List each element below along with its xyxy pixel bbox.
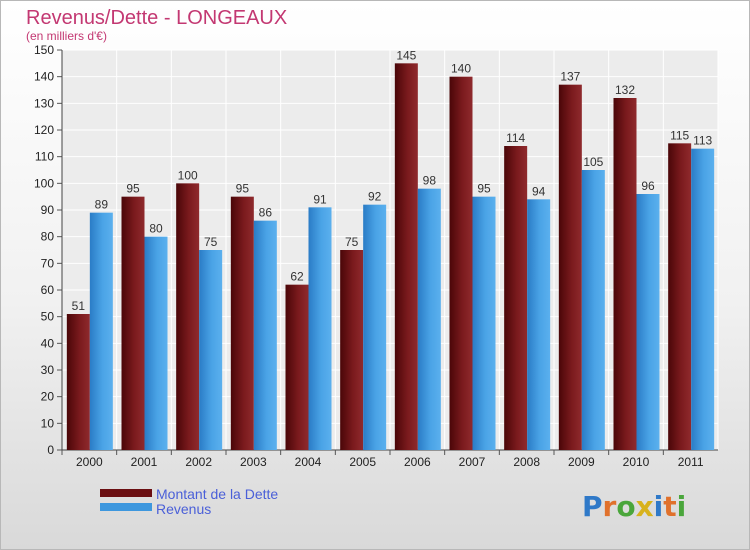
value-label-debt-2006: 145: [396, 48, 416, 62]
axes: 0 10 20 30 40 50 60 70 80 90 100 110 120 130 140 150 200…: [34, 43, 718, 469]
x-tick-label: 2007: [459, 455, 486, 469]
value-label-revenue-2011: 113: [693, 134, 712, 148]
bar-revenue-2000: [89, 212, 113, 450]
value-label-revenue-2003: 86: [259, 206, 273, 220]
bar-revenue-2002: [199, 250, 223, 450]
value-label-debt-2010: 132: [615, 83, 635, 97]
value-label-debt-2004: 62: [290, 270, 304, 284]
legend-swatch-revenue: [100, 503, 152, 511]
bar-revenue-2008: [527, 199, 551, 450]
bar-debt-2000: [66, 314, 90, 450]
x-tick-label: 2000: [76, 455, 103, 469]
y-tick-label: 150: [34, 43, 54, 57]
value-label-debt-2000: 51: [72, 299, 86, 313]
legend: Montant de la Dette Revenus: [100, 486, 278, 517]
bar-debt-2010: [613, 98, 637, 450]
x-tick-label: 2010: [623, 455, 650, 469]
bar-debt-2006: [394, 63, 418, 450]
bar-debt-2009: [558, 84, 582, 451]
bar-debt-2001: [121, 196, 145, 450]
bar-debt-2005: [340, 250, 364, 450]
bar-revenue-2001: [144, 236, 168, 450]
y-tick-label: 0: [47, 443, 54, 457]
x-tick-label: 2002: [185, 455, 212, 469]
bar-debt-2011: [668, 143, 692, 451]
x-tick-label: 2005: [349, 455, 376, 469]
value-label-revenue-2010: 96: [641, 179, 655, 193]
x-tick-label: 2003: [240, 455, 267, 469]
x-tick-label: 2008: [513, 455, 540, 469]
y-tick-label: 100: [34, 176, 54, 190]
bar-revenue-2004: [308, 207, 332, 450]
bar-debt-2003: [230, 196, 254, 450]
y-tick-label: 40: [41, 336, 55, 350]
y-tick-label: 140: [34, 70, 54, 84]
bar-debt-2008: [504, 146, 528, 450]
x-tick-label: 2006: [404, 455, 431, 469]
bar-revenue-2010: [636, 194, 660, 450]
logo-text: Proxiti: [582, 490, 686, 523]
legend-label-debt: Montant de la Dette: [156, 486, 278, 502]
y-tick-label: 20: [41, 390, 55, 404]
y-tick-label: 60: [41, 283, 55, 297]
value-label-debt-2001: 95: [126, 182, 140, 196]
y-tick-label: 10: [41, 416, 55, 430]
bar-debt-2002: [176, 183, 200, 451]
bars: [66, 63, 715, 451]
value-label-debt-2003: 95: [236, 182, 250, 196]
value-label-revenue-2000: 89: [95, 198, 109, 212]
y-tick-label: 30: [41, 363, 55, 377]
value-labels: 51 89 95 80 100 75 95 86 62 91 75 92 145 98 140 95 114 94…: [72, 48, 713, 313]
value-label-revenue-2005: 92: [368, 190, 382, 204]
bar-revenue-2006: [417, 188, 441, 450]
proxiti-logo: Proxiti: [582, 490, 686, 523]
value-label-debt-2007: 140: [451, 62, 471, 76]
value-label-debt-2002: 100: [178, 168, 198, 182]
bar-revenue-2003: [253, 220, 277, 450]
gridlines: [61, 49, 719, 451]
x-tick-label: 2009: [568, 455, 595, 469]
bar-revenue-2009: [581, 170, 605, 450]
y-tick-label: 80: [41, 230, 55, 244]
x-tick-label: 2011: [678, 455, 704, 469]
value-label-revenue-2009: 105: [583, 155, 603, 169]
value-label-revenue-2008: 94: [532, 184, 546, 198]
y-tick-label: 120: [34, 123, 54, 137]
chart-title: Revenus/Dette - LONGEAUX: [26, 7, 287, 29]
y-tick-label: 70: [41, 256, 55, 270]
bar-revenue-2011: [691, 148, 715, 450]
value-label-revenue-2004: 91: [313, 192, 327, 206]
value-label-debt-2009: 137: [560, 70, 580, 84]
y-tick-label: 130: [34, 96, 54, 110]
value-label-revenue-2007: 95: [477, 182, 491, 196]
value-label-revenue-2006: 98: [423, 174, 437, 188]
legend-label-revenue: Revenus: [156, 501, 211, 517]
y-tick-label: 90: [41, 203, 55, 217]
value-label-debt-2008: 114: [506, 131, 525, 145]
legend-swatch-debt: [100, 489, 152, 497]
bar-revenue-2005: [363, 204, 387, 450]
value-label-revenue-2001: 80: [149, 222, 163, 236]
bar-debt-2004: [285, 284, 309, 450]
bar-debt-2007: [449, 76, 473, 451]
y-tick-label: 50: [41, 310, 55, 324]
chart-subtitle: (en milliers d'€): [26, 29, 107, 43]
x-tick-label: 2001: [131, 455, 158, 469]
x-tick-label: 2004: [295, 455, 322, 469]
value-label-revenue-2002: 75: [204, 235, 218, 249]
value-label-debt-2005: 75: [345, 235, 359, 249]
value-label-debt-2011: 115: [670, 128, 689, 142]
bar-revenue-2007: [472, 196, 496, 450]
y-tick-label: 110: [35, 150, 54, 164]
